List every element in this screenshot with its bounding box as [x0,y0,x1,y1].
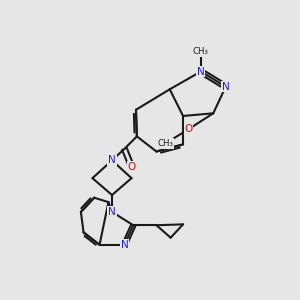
Text: N: N [222,82,230,92]
Text: O: O [128,162,136,172]
Text: N: N [108,207,116,217]
Text: O: O [184,124,193,134]
Text: CH₃: CH₃ [193,47,209,56]
Text: N: N [108,155,116,165]
Text: CH₃: CH₃ [157,139,173,148]
Text: N: N [121,240,128,250]
Text: N: N [197,67,205,76]
